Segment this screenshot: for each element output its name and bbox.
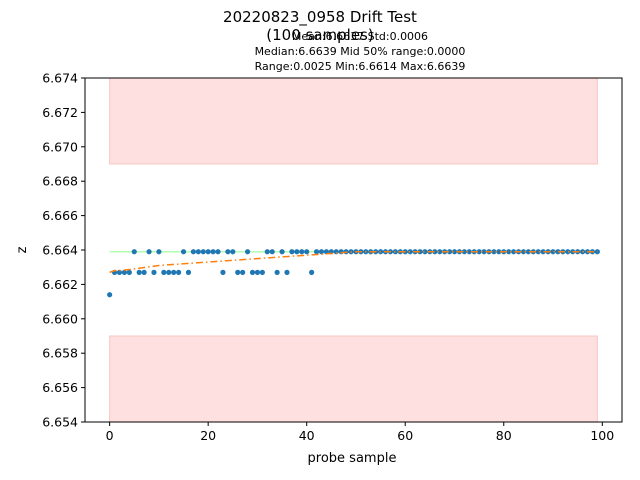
y-tick-label: 6.664 xyxy=(42,243,78,258)
y-tick-label: 6.666 xyxy=(42,208,78,223)
data-point xyxy=(446,249,453,255)
data-point xyxy=(304,249,310,255)
data-point xyxy=(166,269,172,275)
data-point xyxy=(225,249,231,255)
data-point xyxy=(126,269,132,275)
data-point xyxy=(254,269,261,275)
trend-line xyxy=(109,250,598,274)
data-point xyxy=(230,249,236,255)
data-point xyxy=(540,249,546,255)
data-point xyxy=(151,269,157,275)
data-point xyxy=(215,249,221,255)
data-point xyxy=(131,249,137,255)
trend-line-path xyxy=(109,250,598,274)
y-tick-label: 6.662 xyxy=(42,277,78,292)
x-axis-label: probe sample xyxy=(308,451,397,466)
data-point xyxy=(432,249,438,255)
x-tick-label: 40 xyxy=(299,428,315,443)
data-point xyxy=(520,249,527,255)
data-point xyxy=(338,249,344,255)
data-point xyxy=(289,249,295,255)
data-point xyxy=(249,269,256,275)
data-point xyxy=(176,269,182,275)
data-point xyxy=(535,249,541,255)
data-points xyxy=(107,249,600,298)
data-point xyxy=(264,249,270,255)
data-point xyxy=(407,249,413,255)
data-point xyxy=(284,269,290,275)
y-tick-label: 6.654 xyxy=(42,415,78,430)
x-tick-label: 60 xyxy=(397,428,413,443)
stats-line-1: Mean:6.6637 Std:0.0006 xyxy=(292,30,428,43)
data-point xyxy=(451,249,458,255)
data-point xyxy=(491,249,497,255)
axes: 0 20 40 60 80 100 6.654 6.656 6.658 6.660 6.662 6.6… xyxy=(42,71,623,443)
data-point xyxy=(269,249,275,255)
data-point xyxy=(313,249,320,255)
data-point xyxy=(309,269,315,275)
data-point xyxy=(422,249,428,255)
data-point xyxy=(461,249,467,255)
data-point xyxy=(318,249,325,255)
data-point xyxy=(240,269,246,275)
data-point xyxy=(156,249,162,255)
data-point xyxy=(141,269,147,275)
data-point xyxy=(437,249,443,255)
y-tick-label: 6.670 xyxy=(42,139,78,154)
y-tick-label: 6.668 xyxy=(42,174,78,189)
data-point xyxy=(195,249,201,255)
data-point xyxy=(481,249,487,255)
chart-subtitle: (100 samples) xyxy=(266,26,373,44)
y-tick-label: 6.672 xyxy=(42,105,78,120)
y-tick-label: 6.674 xyxy=(42,71,78,86)
data-point xyxy=(146,249,152,255)
data-point xyxy=(121,269,128,275)
chart-title: 20220823_0958 Drift Test xyxy=(223,8,417,27)
stats-line-2: Median:6.6639 Mid 50% range:0.0000 xyxy=(255,45,466,58)
y-tick-label: 6.656 xyxy=(42,380,78,395)
data-point xyxy=(171,269,177,275)
data-point xyxy=(550,249,556,255)
data-point xyxy=(466,249,472,255)
tolerance-band xyxy=(109,77,598,165)
data-point xyxy=(220,269,226,275)
stats-line-3: Range:0.0025 Min:6.6614 Max:6.6639 xyxy=(255,60,466,73)
data-point xyxy=(205,249,211,255)
tolerance-band xyxy=(109,335,598,423)
data-point xyxy=(107,292,113,298)
x-tick-label: 80 xyxy=(496,428,512,443)
data-point xyxy=(555,249,561,255)
data-point xyxy=(200,249,206,255)
x-tick-label: 0 xyxy=(106,428,114,443)
data-point xyxy=(180,249,187,255)
data-point xyxy=(511,249,517,255)
tolerance-bands xyxy=(109,77,598,423)
y-tick-label: 6.660 xyxy=(42,311,78,326)
x-tick-label: 100 xyxy=(590,428,614,443)
data-point xyxy=(294,249,300,255)
data-point xyxy=(259,269,265,275)
data-point xyxy=(185,269,192,275)
data-point xyxy=(244,249,251,255)
data-point xyxy=(161,269,167,275)
data-point xyxy=(190,249,196,255)
data-point xyxy=(496,249,502,255)
data-point xyxy=(235,269,241,275)
data-point xyxy=(565,249,571,255)
y-axis-label: z xyxy=(15,246,30,253)
y-tick-label: 6.658 xyxy=(42,346,78,361)
data-point xyxy=(274,269,280,275)
data-point xyxy=(136,269,142,275)
data-point xyxy=(476,249,482,255)
data-point xyxy=(525,249,531,255)
x-tick-label: 20 xyxy=(200,428,216,443)
data-point xyxy=(299,249,305,255)
data-point xyxy=(210,249,216,255)
data-point xyxy=(506,249,512,255)
data-point xyxy=(279,249,285,255)
